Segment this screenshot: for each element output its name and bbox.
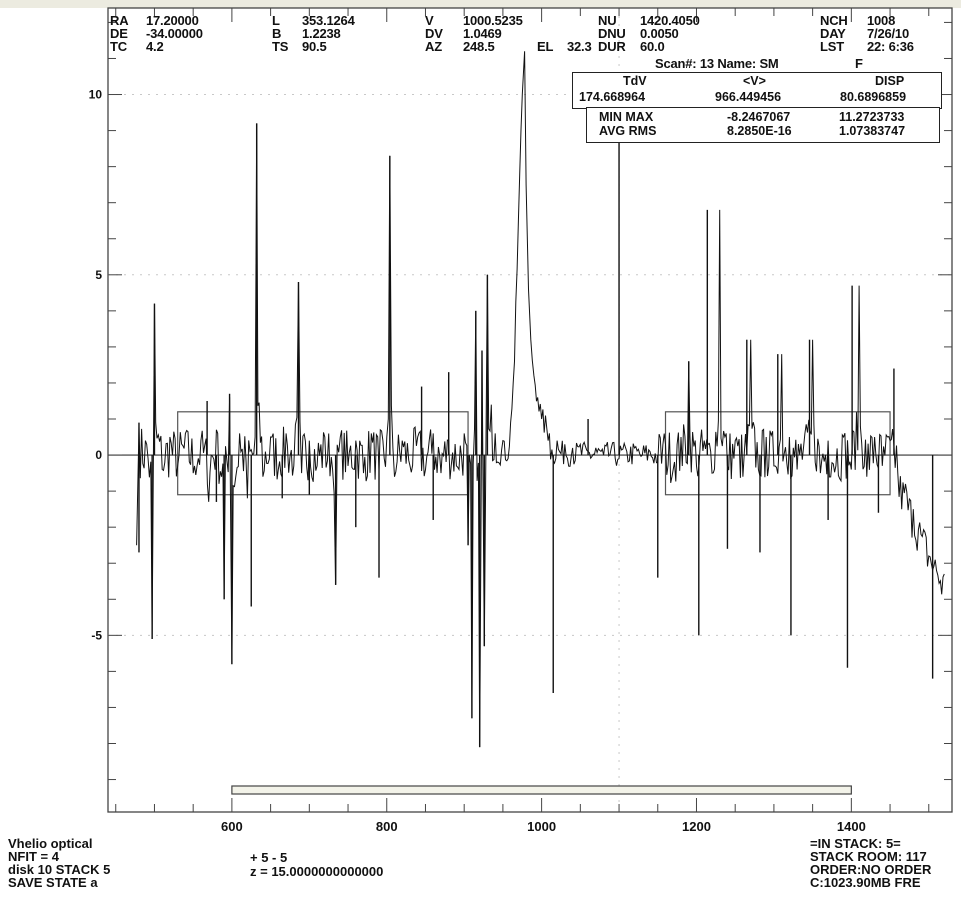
az-label: AZ <box>425 39 442 54</box>
footer-stack-room: STACK ROOM: 117 <box>810 849 927 864</box>
min-value: -8.2467067 <box>727 110 791 124</box>
v-value: 1000.5235 <box>463 13 523 28</box>
plot-border <box>107 7 953 813</box>
integral-stats-box: TdV <V> DISP 174.668964 966.449456 80.68… <box>572 72 942 109</box>
scan-info: Scan#: 13 Name: SM <box>655 56 779 71</box>
ts-value: 90.5 <box>302 39 327 54</box>
day-label: DAY <box>820 26 846 41</box>
footer-order: ORDER:NO ORDER <box>810 862 932 877</box>
y-tick-label: 5 <box>95 268 102 282</box>
dur-value: 60.0 <box>640 39 665 54</box>
az-value: 248.5 <box>463 39 495 54</box>
baseline-regions <box>177 411 891 795</box>
footer-stack-range: + 5 - 5 <box>250 850 288 865</box>
dnu-label: DNU <box>598 26 626 41</box>
axis-ticks <box>108 8 952 812</box>
scan-flag: F <box>855 56 863 71</box>
footer-save-state: SAVE STATE a <box>8 875 98 890</box>
nch-value: 1008 <box>867 13 896 28</box>
nch-label: NCH <box>820 13 848 28</box>
x-tick-label: 1400 <box>837 819 866 834</box>
el-value: 32.3 <box>567 39 592 54</box>
el-label: EL <box>537 39 554 54</box>
rms-value: 1.07383747 <box>839 124 906 138</box>
spectrum-series <box>136 51 945 748</box>
lst-label: LST <box>820 39 844 54</box>
day-value: 7/26/10 <box>867 26 909 41</box>
disp-value: 80.6896859 <box>840 90 907 104</box>
avg-value: 8.2850E-16 <box>727 124 792 138</box>
axis-tick-labels: -5 0 5 10 600 800 1000 1200 1400 <box>89 88 866 834</box>
de-label: DE <box>110 26 128 41</box>
disp-header: DISP <box>875 74 905 88</box>
y-tick-label: 10 <box>89 88 103 102</box>
max-value: 11.2723733 <box>839 110 905 124</box>
l-value: 353.1264 <box>302 13 355 28</box>
l-label: L <box>272 13 280 28</box>
x-tick-label: 1000 <box>527 819 556 834</box>
window-top-strip <box>0 0 961 8</box>
x-tick-label: 600 <box>221 819 243 834</box>
minmax-stats-box: MIN MAX -8.2467067 11.2723733 AVG RMS 8.… <box>586 107 940 143</box>
avgrms-label: AVG RMS <box>599 124 657 138</box>
dnu-value: 0.0050 <box>640 26 679 41</box>
footer-disk-stack: disk 10 STACK 5 <box>8 862 111 877</box>
nu-label: NU <box>598 13 617 28</box>
tdv-value: 174.668964 <box>579 90 646 104</box>
footer-nfit: NFIT = 4 <box>8 849 59 864</box>
dv-value: 1.0469 <box>463 26 502 41</box>
y-tick-label: -5 <box>91 628 102 642</box>
x-tick-label: 800 <box>376 819 398 834</box>
y-tick-label: 0 <box>95 448 102 462</box>
ra-value: 17.20000 <box>146 13 199 28</box>
nu-value: 1420.4050 <box>640 13 700 28</box>
x-tick-label: 1200 <box>682 819 711 834</box>
dur-label: DUR <box>598 39 626 54</box>
b-value: 1.2238 <box>302 26 341 41</box>
v-label: V <box>425 13 434 28</box>
dv-label: DV <box>425 26 443 41</box>
b-label: B <box>272 26 282 41</box>
tc-value: 4.2 <box>146 39 164 54</box>
de-value: -34.00000 <box>146 26 203 41</box>
spectrum-line <box>136 51 945 748</box>
baseline-region-box <box>177 411 469 496</box>
tc-label: TC <box>110 39 127 54</box>
fit-range-bar <box>231 785 852 795</box>
mean-velocity-value: 966.449456 <box>715 90 782 104</box>
minmax-label: MIN MAX <box>599 110 654 124</box>
tdv-header: TdV <box>623 74 647 88</box>
footer-z-value: z = 15.0000000000000 <box>250 864 384 879</box>
ts-label: TS <box>272 39 289 54</box>
footer-free-space: C:1023.90MB FRE <box>810 875 921 890</box>
mean-velocity-header: <V> <box>743 74 766 88</box>
footer-in-stack: =IN STACK: 5= <box>810 836 901 851</box>
ra-label: RA <box>110 13 129 28</box>
lst-value: 22: 6:36 <box>867 39 914 54</box>
footer-velocity-frame: Vhelio optical <box>8 836 93 851</box>
